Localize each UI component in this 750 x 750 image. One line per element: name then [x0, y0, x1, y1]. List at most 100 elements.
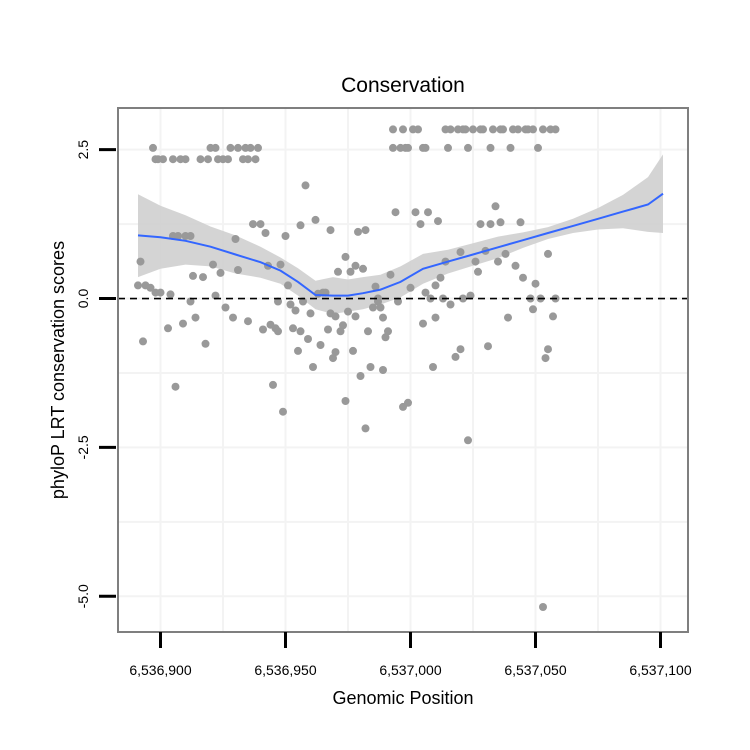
data-point	[541, 354, 550, 363]
data-point	[424, 208, 432, 217]
data-point	[246, 143, 255, 152]
data-point	[511, 261, 520, 270]
data-point	[316, 341, 325, 349]
data-point	[279, 407, 287, 416]
data-point	[391, 208, 400, 217]
data-point	[169, 155, 177, 164]
data-point	[404, 143, 412, 152]
y-tick-label: 0.0	[75, 289, 91, 309]
data-point	[419, 319, 427, 328]
data-point	[269, 380, 277, 389]
data-point	[244, 317, 252, 326]
data-point	[434, 217, 442, 226]
data-point	[499, 125, 507, 134]
data-point	[211, 143, 220, 152]
data-point	[464, 143, 472, 152]
data-point	[399, 125, 407, 134]
data-point	[469, 125, 477, 134]
data-point	[281, 232, 290, 240]
data-point	[544, 345, 552, 354]
data-point	[501, 249, 510, 258]
data-point	[376, 303, 385, 312]
data-point	[189, 271, 197, 280]
data-point	[301, 181, 310, 190]
data-point	[514, 125, 522, 134]
data-point	[369, 303, 377, 312]
data-point	[201, 339, 210, 348]
data-point	[339, 321, 347, 330]
data-point	[361, 424, 370, 433]
data-point	[166, 290, 175, 299]
data-point	[349, 346, 357, 355]
data-point	[519, 273, 527, 282]
data-point	[186, 232, 195, 240]
data-point	[506, 143, 515, 152]
data-point	[416, 220, 425, 229]
data-point	[446, 300, 455, 309]
data-point	[329, 354, 337, 363]
data-point	[374, 297, 382, 306]
y-tick-label: -5.0	[75, 584, 91, 608]
data-point	[421, 143, 430, 152]
data-point	[346, 267, 355, 276]
data-point	[234, 143, 242, 152]
data-point	[259, 325, 267, 334]
data-point	[464, 436, 472, 445]
data-point	[284, 281, 292, 290]
data-point	[456, 345, 465, 354]
data-point	[471, 257, 480, 266]
data-point	[244, 155, 252, 164]
data-point	[456, 248, 465, 257]
data-point	[351, 261, 360, 270]
data-point	[344, 307, 352, 316]
data-point	[529, 305, 537, 314]
data-point	[159, 155, 167, 164]
x-tick-label: 6,537,000	[379, 662, 441, 678]
data-point	[139, 337, 147, 346]
data-point	[186, 297, 195, 306]
data-point	[191, 313, 200, 322]
data-point	[479, 125, 487, 134]
data-point	[444, 143, 452, 152]
chart-title: Conservation	[341, 74, 465, 97]
data-point	[384, 327, 392, 336]
data-point	[196, 155, 205, 164]
data-point	[174, 232, 182, 240]
x-tick-label: 6,537,050	[504, 662, 566, 678]
data-point	[436, 273, 445, 282]
x-tick-label: 6,537,100	[629, 662, 691, 678]
data-point	[516, 218, 525, 227]
data-point	[274, 297, 282, 306]
data-point	[171, 382, 180, 391]
data-point	[366, 363, 375, 371]
data-point	[379, 313, 387, 322]
data-point	[231, 235, 240, 243]
data-point	[276, 260, 285, 269]
x-axis-title: Genomic Position	[332, 688, 473, 708]
data-point	[421, 288, 430, 297]
data-point	[324, 325, 332, 334]
data-point	[326, 226, 335, 235]
data-point	[226, 143, 235, 152]
data-point	[299, 297, 307, 306]
data-point	[309, 363, 317, 371]
data-point	[251, 155, 260, 164]
data-point	[551, 125, 560, 134]
data-point	[286, 300, 295, 309]
y-tick-label: -2.5	[75, 435, 91, 459]
smooth-line	[137, 192, 664, 297]
data-point	[341, 397, 350, 405]
data-point	[199, 273, 207, 282]
data-point	[146, 283, 155, 292]
data-point	[406, 283, 415, 292]
data-point	[364, 327, 372, 336]
data-point	[336, 327, 345, 336]
data-point	[179, 319, 187, 328]
x-tick-label: 6,536,900	[129, 662, 191, 678]
data-point	[411, 208, 420, 217]
data-point	[531, 279, 540, 288]
data-point	[394, 297, 402, 306]
data-point	[381, 333, 390, 342]
data-point	[489, 125, 497, 134]
data-point	[359, 264, 367, 273]
